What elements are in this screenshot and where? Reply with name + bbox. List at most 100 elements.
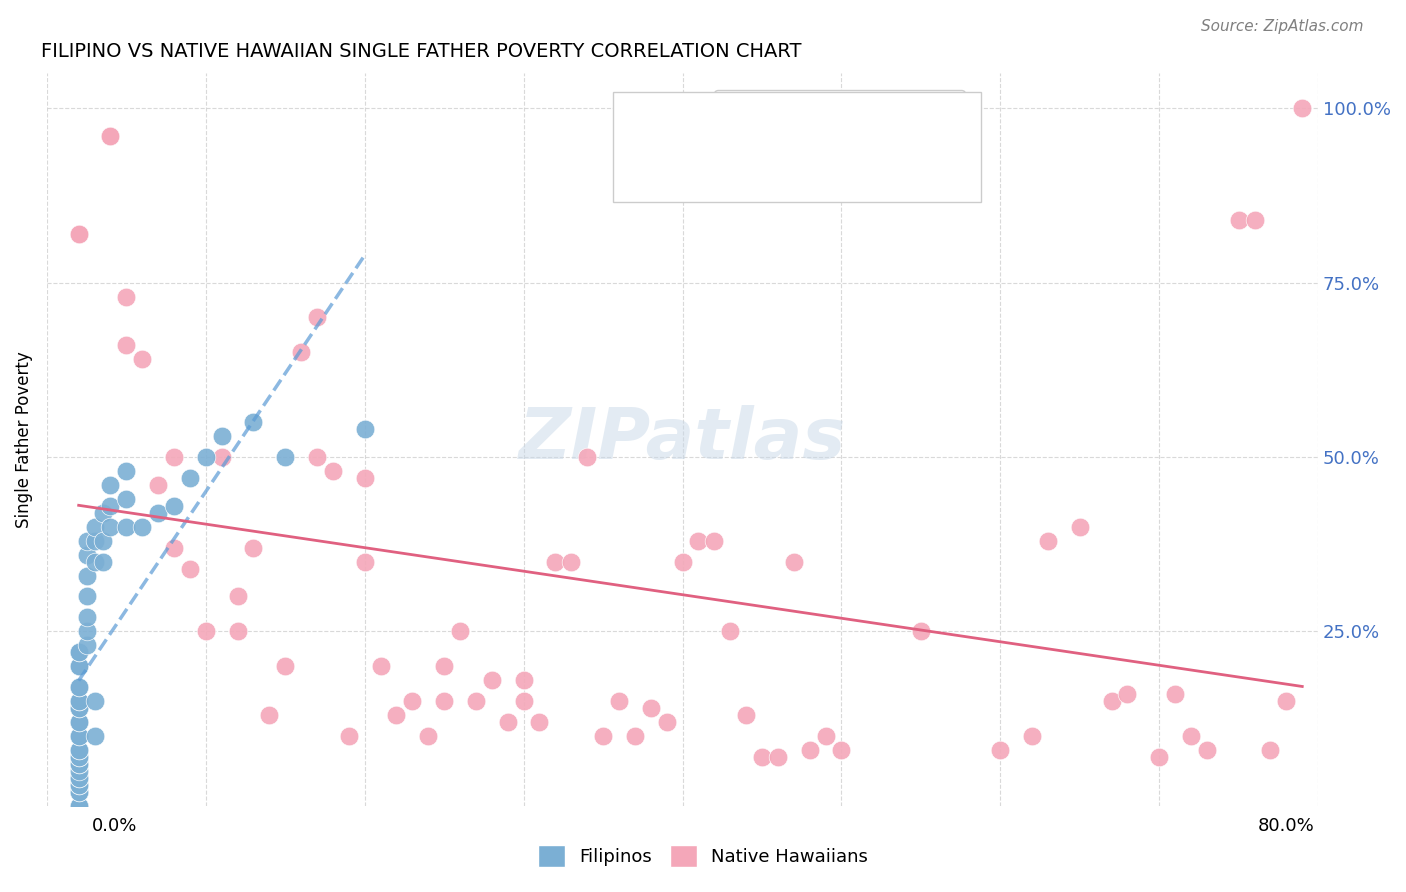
Point <box>1195 743 1218 757</box>
Point <box>67 701 90 715</box>
Point <box>163 541 186 555</box>
Point <box>624 729 647 743</box>
Point <box>67 645 90 659</box>
Point <box>1021 729 1043 743</box>
Point <box>211 450 233 464</box>
Point <box>146 478 169 492</box>
Point <box>83 519 105 533</box>
Point <box>67 798 90 813</box>
Point <box>67 659 90 673</box>
Point <box>1180 729 1202 743</box>
Point <box>910 624 932 639</box>
Point <box>115 491 138 506</box>
Point <box>91 506 114 520</box>
Point <box>353 555 375 569</box>
Point <box>274 450 297 464</box>
Point <box>83 533 105 548</box>
Point <box>290 345 312 359</box>
Point <box>1291 101 1313 115</box>
Point <box>449 624 471 639</box>
Text: 0.0%: 0.0% <box>91 817 136 835</box>
Point <box>115 519 138 533</box>
Point <box>671 555 693 569</box>
Point <box>640 701 662 715</box>
Point <box>353 422 375 436</box>
Point <box>433 694 456 708</box>
Point <box>1116 687 1139 701</box>
Point <box>146 506 169 520</box>
Point <box>67 729 90 743</box>
Point <box>783 555 806 569</box>
Point <box>322 464 344 478</box>
Point <box>560 555 582 569</box>
Point <box>67 771 90 785</box>
Point <box>91 533 114 548</box>
Point <box>67 701 90 715</box>
Point <box>76 568 98 582</box>
Point <box>1164 687 1187 701</box>
Point <box>115 338 138 352</box>
Point <box>83 694 105 708</box>
Point <box>67 798 90 813</box>
Point <box>67 743 90 757</box>
Text: Source: ZipAtlas.com: Source: ZipAtlas.com <box>1201 20 1364 34</box>
Text: ZIPatlas: ZIPatlas <box>519 405 846 474</box>
Point <box>76 533 98 548</box>
Point <box>512 694 534 708</box>
Point <box>337 729 360 743</box>
Point <box>592 729 614 743</box>
Point <box>305 310 328 325</box>
Point <box>67 749 90 764</box>
Point <box>76 610 98 624</box>
Point <box>67 714 90 729</box>
Point <box>814 729 837 743</box>
Point <box>67 729 90 743</box>
Point <box>830 743 852 757</box>
Point <box>688 533 710 548</box>
Point <box>305 450 328 464</box>
Point <box>67 778 90 792</box>
Point <box>67 785 90 799</box>
Point <box>385 708 408 723</box>
Point <box>433 659 456 673</box>
Point <box>226 590 249 604</box>
Point <box>67 778 90 792</box>
Point <box>226 624 249 639</box>
Point <box>370 659 392 673</box>
Y-axis label: Single Father Poverty: Single Father Poverty <box>15 351 32 528</box>
Point <box>67 694 90 708</box>
Point <box>76 548 98 562</box>
Point <box>242 415 264 429</box>
Point <box>242 541 264 555</box>
Point <box>1275 694 1298 708</box>
Point <box>100 499 122 513</box>
Point <box>83 729 105 743</box>
Text: 80.0%: 80.0% <box>1258 817 1315 835</box>
Point <box>401 694 423 708</box>
Point <box>1069 519 1091 533</box>
Point <box>67 659 90 673</box>
Point <box>529 714 551 729</box>
Point <box>576 450 599 464</box>
Legend: R =  0.412   N = 60, R =  0.007   N = 73: R = 0.412 N = 60, R = 0.007 N = 73 <box>714 90 965 161</box>
Legend: Filipinos, Native Hawaiians: Filipinos, Native Hawaiians <box>530 838 876 874</box>
Point <box>67 227 90 241</box>
Point <box>67 798 90 813</box>
Point <box>1101 694 1123 708</box>
Point <box>67 764 90 778</box>
Point <box>76 590 98 604</box>
Point <box>67 756 90 771</box>
Point <box>115 289 138 303</box>
Point <box>274 659 297 673</box>
Point <box>115 464 138 478</box>
Point <box>131 352 153 367</box>
Point <box>353 471 375 485</box>
Point <box>100 129 122 144</box>
Point <box>496 714 519 729</box>
Point <box>465 694 488 708</box>
FancyBboxPatch shape <box>613 92 981 202</box>
Point <box>655 714 678 729</box>
Point <box>1147 749 1170 764</box>
Point <box>179 561 201 575</box>
Point <box>76 638 98 652</box>
